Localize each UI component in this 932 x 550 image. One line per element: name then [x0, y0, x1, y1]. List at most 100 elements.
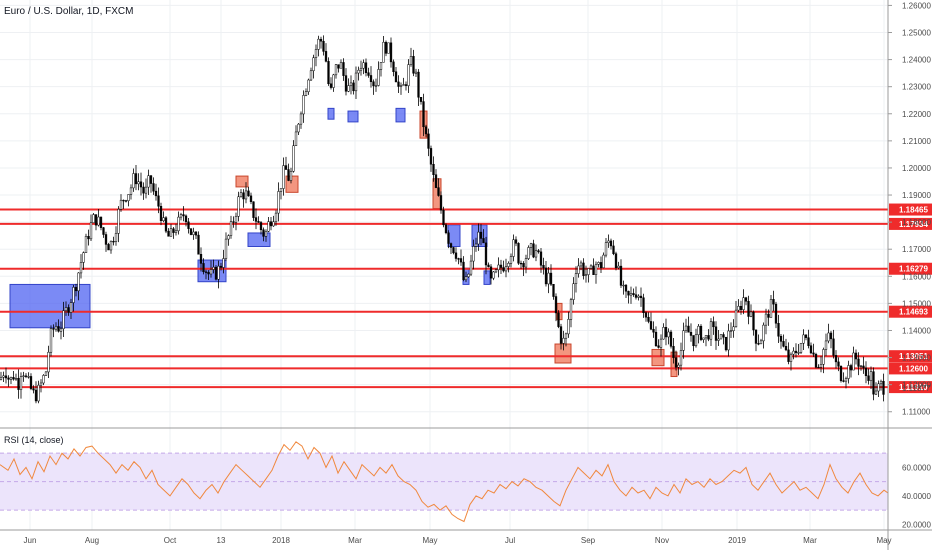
candle-up — [734, 309, 738, 328]
price-tick-label: 1.12000 — [902, 381, 931, 390]
candle-up — [469, 260, 473, 275]
candle-down — [642, 297, 645, 313]
candle-up — [309, 70, 313, 81]
candle-up — [472, 246, 475, 262]
candle-down — [522, 263, 525, 268]
candle-down — [152, 183, 155, 192]
candle-down — [744, 297, 748, 302]
candle-down — [542, 265, 545, 269]
candle-up — [22, 375, 25, 377]
candle-down — [809, 345, 813, 354]
price-tick-label: 1.15000 — [902, 299, 931, 308]
candle-down — [712, 321, 715, 328]
candle-up — [119, 199, 123, 210]
candle-up — [574, 273, 578, 284]
candle-up — [792, 350, 795, 355]
candle-down — [692, 335, 695, 347]
candle-up — [129, 187, 133, 195]
candle-down — [482, 238, 485, 244]
candle-up — [64, 307, 68, 311]
candle-up — [569, 299, 573, 320]
level-label-box — [889, 203, 932, 216]
candle-up — [694, 334, 698, 347]
price-tick-label: 1.21000 — [902, 137, 931, 146]
candle-up — [562, 337, 565, 344]
candle-up — [879, 380, 883, 385]
level-label: 1.16279 — [899, 265, 928, 274]
candle-up — [584, 274, 588, 276]
candle-up — [677, 364, 680, 368]
candle-up — [174, 230, 178, 233]
candle-down — [154, 190, 158, 197]
candle-down — [417, 71, 420, 98]
candle-down — [772, 299, 775, 305]
candle-down — [327, 61, 330, 85]
candle-up — [852, 352, 855, 371]
candle-up — [59, 328, 63, 332]
candle-up — [39, 382, 43, 386]
candle-down — [102, 227, 105, 235]
candle-down — [849, 365, 853, 371]
candle-down — [537, 250, 540, 253]
candle-down — [532, 243, 535, 258]
candle-down — [699, 325, 703, 340]
candle-down — [204, 271, 208, 273]
candle-up — [717, 338, 720, 341]
candle-up — [844, 378, 848, 382]
candle-down — [184, 215, 188, 223]
candle-up — [529, 243, 533, 248]
candle-up — [719, 334, 723, 340]
candle-down — [829, 332, 833, 340]
candle-up — [27, 376, 30, 378]
candle-up — [762, 324, 765, 342]
candle-up — [477, 231, 480, 245]
candle-up — [222, 258, 225, 268]
candle-up — [267, 221, 270, 232]
candle-up — [2, 375, 5, 378]
candle-up — [497, 264, 500, 271]
candle-up — [379, 62, 383, 70]
price-tick-label: 1.20000 — [902, 164, 931, 173]
candle-up — [874, 390, 878, 395]
chart-title: Euro / U.S. Dollar, 1D, FXCM — [4, 6, 133, 17]
candle-down — [12, 377, 15, 380]
candle-down — [722, 334, 725, 338]
candle-up — [84, 236, 88, 253]
candle-up — [244, 190, 248, 200]
candle-up — [109, 240, 113, 251]
candle-down — [449, 243, 453, 248]
time-tick-label: May — [876, 536, 891, 545]
candle-up — [299, 113, 303, 125]
candle-up — [274, 212, 278, 223]
price-tick-label: 1.16000 — [902, 272, 931, 281]
price-tick-label: 1.19000 — [902, 191, 931, 200]
candle-down — [247, 190, 250, 197]
candle-down — [269, 221, 273, 227]
candle-down — [392, 61, 395, 72]
candle-down — [107, 244, 110, 251]
red-zone-marker — [554, 343, 572, 364]
candle-down — [747, 301, 750, 317]
candle-down — [249, 195, 253, 202]
candle-up — [629, 293, 633, 296]
candle-up — [704, 335, 708, 339]
candle-down — [644, 312, 648, 318]
candle-down — [404, 84, 408, 86]
candle-up — [82, 252, 85, 263]
candle-up — [827, 332, 830, 342]
time-tick-label: Mar — [348, 536, 362, 545]
candle-up — [162, 217, 165, 221]
candle-up — [509, 256, 513, 264]
level-label-box — [889, 362, 932, 375]
candle-down — [172, 228, 175, 233]
candle-down — [707, 335, 710, 340]
candle-up — [314, 49, 318, 59]
candle-down — [634, 294, 638, 298]
candle-up — [587, 268, 590, 275]
blue-zone-marker — [9, 283, 91, 329]
price-tick-label: 1.22000 — [902, 110, 931, 119]
candle-up — [227, 235, 230, 240]
candle-up — [847, 365, 850, 379]
candle-up — [769, 299, 773, 318]
